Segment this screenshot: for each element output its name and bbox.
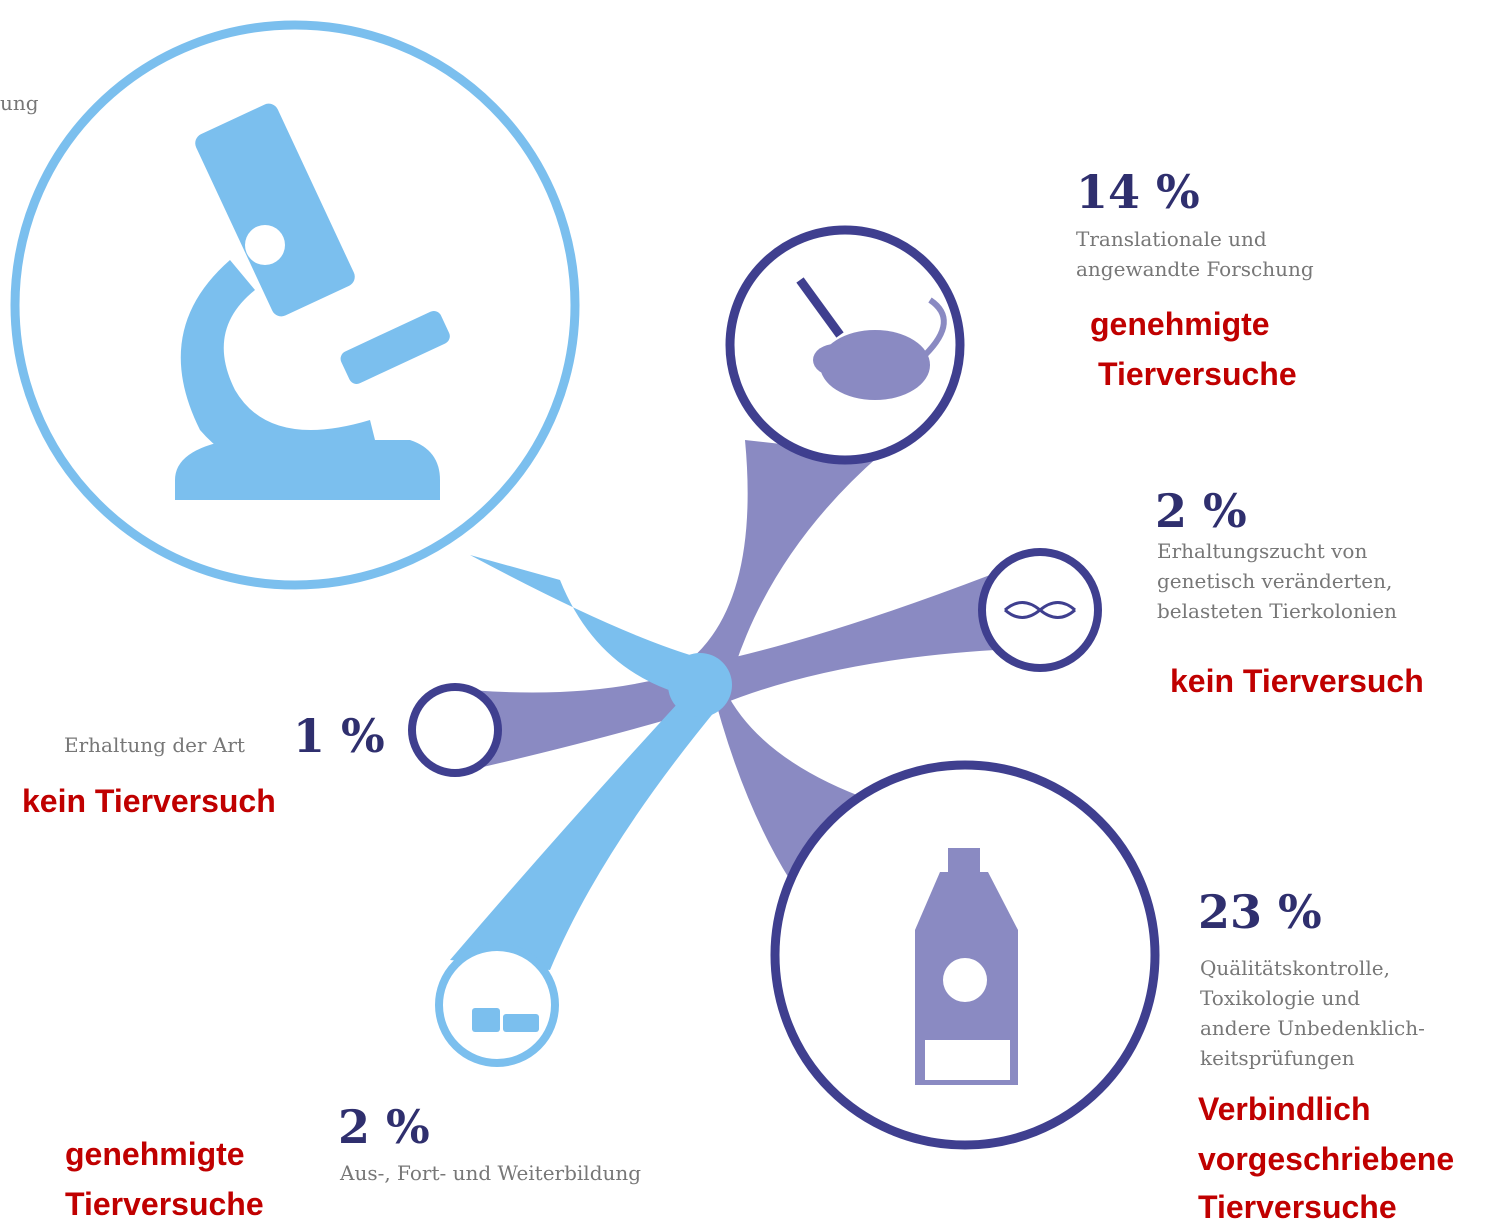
description: Toxikologie und (1200, 986, 1360, 1010)
bottle-icon (915, 848, 1018, 1085)
note: genehmigte (65, 1136, 245, 1172)
connectors (450, 440, 995, 970)
description: Erhaltung der Art (64, 733, 245, 757)
microscope-icon (175, 103, 450, 500)
note: vorgeschriebene (1198, 1141, 1454, 1177)
description: Aus-, Fort- und Weiterbildung (339, 1161, 641, 1185)
description: genetisch veränderten, (1157, 569, 1392, 593)
note: genehmigte (1090, 306, 1270, 342)
connector (470, 555, 705, 700)
description: andere Unbedenklich- (1200, 1016, 1425, 1040)
note: Tierversuche (1198, 1189, 1397, 1225)
mouse-icon (796, 277, 947, 400)
note: Tierversuche (65, 1186, 264, 1222)
connector (450, 690, 720, 970)
note: kein Tierversuch (1170, 663, 1424, 699)
note: kein Tierversuch (22, 783, 276, 819)
description: belasteten Tierkolonien (1157, 599, 1397, 623)
description: Quälitätskontrolle, (1200, 956, 1390, 980)
note: Tierversuche (1098, 356, 1297, 392)
species-circle (408, 683, 502, 777)
description: Erhaltungszucht von (1157, 539, 1367, 563)
connector (470, 670, 700, 770)
dna-icon (1004, 601, 1076, 619)
education-circle (435, 943, 559, 1067)
description: keitsprüfungen (1200, 1046, 1355, 1070)
percent: 14 % (1076, 165, 1200, 219)
education-icon (472, 1008, 539, 1032)
description: angewandte Forschung (1076, 257, 1314, 281)
fragment: ung (0, 91, 39, 115)
percent: 2 % (1155, 484, 1247, 538)
percent: 1 % (293, 709, 385, 763)
hub (668, 653, 732, 717)
connector (690, 440, 880, 700)
percent: 23 % (1198, 885, 1322, 939)
note: Verbindlich (1198, 1091, 1370, 1127)
description: Translationale und (1076, 227, 1267, 251)
connector (700, 575, 995, 705)
percent: 2 % (338, 1100, 430, 1154)
